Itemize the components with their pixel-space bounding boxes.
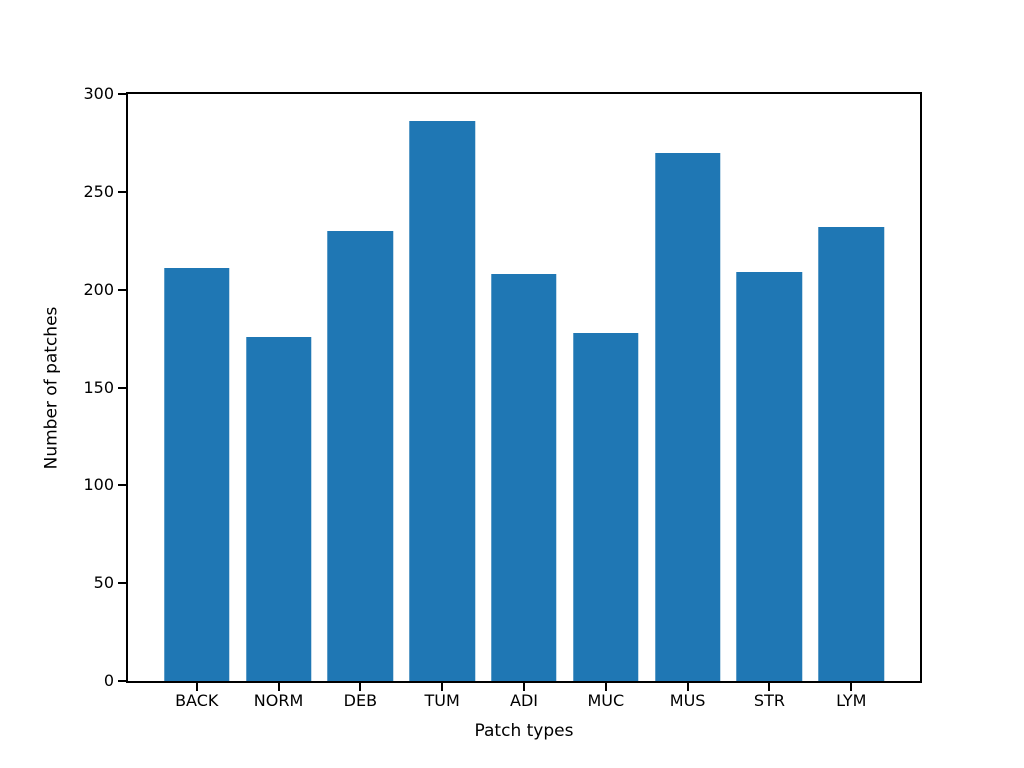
x-tick-label: STR [753,691,785,710]
bar-deb [327,230,394,681]
y-tick-mark [118,190,126,193]
x-tick-label: TUM [424,691,460,710]
y-tick-label: 150 [83,377,114,397]
x-tick-mark [359,683,362,691]
x-tick-label: MUS [669,691,706,710]
x-tick-label: DEB [343,691,378,710]
x-tick-mark [195,683,198,691]
y-tick-mark [118,582,126,585]
bar-mus [654,152,721,681]
bar-str [736,272,803,681]
y-tick-label: 250 [83,181,114,201]
x-tick-mark [604,683,607,691]
bar-back [163,268,230,681]
x-tick-mark [850,683,853,691]
plot-area: Number of patches Patch types 0 50 100 150 2… [42,86,922,740]
y-tick-label: 0 [103,671,114,690]
x-tick-mark [768,683,771,691]
x-tick-mark [523,683,525,691]
x-tick-label: ADI [510,691,538,710]
y-tick-mark [118,484,126,487]
x-tick-label: BACK [175,691,219,710]
y-tick-label: 50 [93,573,114,593]
x-tick-label: MUC [587,691,625,710]
y-tick-label: 100 [83,475,114,495]
x-tick-label: LYM [836,691,867,710]
bar-adi [491,274,557,681]
bar-tum [409,121,475,681]
x-tick-mark [686,683,689,691]
x-tick-label: NORM [253,691,304,710]
bar-lym [818,227,884,681]
y-tick-mark [118,680,126,682]
y-tick-label: 200 [83,279,114,299]
bar-muc [573,332,639,681]
y-tick-mark [118,288,126,291]
y-tick-label: 300 [83,84,114,103]
y-tick-mark [118,386,126,389]
x-tick-mark [441,683,444,691]
x-axis-label: Patch types [474,721,574,741]
y-axis-label: Number of patches [41,306,62,469]
x-tick-mark [277,683,280,691]
bar-norm [245,336,312,681]
y-tick-mark [118,93,126,95]
